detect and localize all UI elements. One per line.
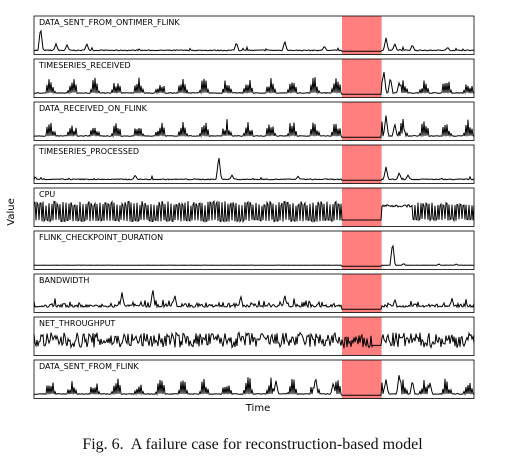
panel-title: DATA_RECEIVED_ON_FLINK (39, 104, 148, 113)
series-line (33, 115, 475, 139)
anomaly-region (342, 231, 382, 270)
panel-frame (33, 316, 475, 356)
series-line (33, 331, 475, 350)
series-line (33, 244, 475, 267)
panels-group: DATA_SENT_FROM_ONTIMER_FLINK TIMESERIES_R… (33, 15, 475, 399)
series-line (33, 200, 475, 224)
series-line (33, 29, 475, 52)
caption-label: Fig. 6. (82, 436, 124, 453)
panel-frame (33, 273, 475, 313)
panel-flink-checkpoint-duration: FLINK_CHECKPOINT_DURATION (33, 230, 475, 270)
panel-frame (33, 359, 475, 399)
multi-panel-timeseries-figure: Value Time DATA_SENT_FROM_ONTIMER_FLINK T… (6, 15, 475, 414)
series-line (33, 158, 475, 181)
panel-bandwidth: BANDWIDTH (33, 273, 475, 313)
anomaly-region (342, 59, 382, 98)
anomaly-region (342, 145, 382, 184)
series-line (34, 72, 475, 95)
panel-frame (33, 144, 475, 184)
panel-title: FLINK_CHECKPOINT_DURATION (39, 233, 163, 242)
panel-data-received-on-flink: DATA_RECEIVED_ON_FLINK (33, 101, 475, 141)
panel-title: TIMESERIES_PROCESSED (38, 147, 139, 156)
x-axis-label: Time (245, 403, 270, 414)
series-line (33, 290, 475, 310)
panel-frame (33, 187, 475, 227)
panel-frame (33, 58, 475, 98)
anomaly-region (342, 360, 382, 399)
anomaly-region (342, 102, 382, 141)
y-axis-label: Value (6, 198, 17, 225)
panel-title: DATA_SENT_FROM_FLINK (39, 362, 139, 371)
anomaly-region (342, 274, 382, 313)
caption-text: A failure case for reconstruction-based … (130, 436, 423, 453)
panel-title: NET_THROUGHPUT (39, 319, 115, 328)
series-line (33, 375, 475, 397)
panel-net-throughput: NET_THROUGHPUT (33, 316, 475, 356)
panel-data-sent-from-ontimer-flink: DATA_SENT_FROM_ONTIMER_FLINK (33, 15, 475, 55)
panel-title: CPU (39, 190, 55, 199)
anomaly-region (342, 16, 382, 55)
panel-data-sent-from-flink: DATA_SENT_FROM_FLINK (33, 359, 475, 399)
anomaly-region (342, 188, 382, 227)
panel-title: DATA_SENT_FROM_ONTIMER_FLINK (39, 18, 180, 27)
panel-frame (33, 15, 475, 55)
figure-caption: Fig. 6. A failure case for reconstructio… (0, 436, 505, 454)
panel-timeseries-received: TIMESERIES_RECEIVED (33, 58, 475, 98)
panel-frame (33, 101, 475, 141)
panel-cpu: CPU (33, 187, 475, 227)
panel-title: TIMESERIES_RECEIVED (38, 61, 131, 70)
panel-timeseries-processed: TIMESERIES_PROCESSED (33, 144, 475, 184)
panel-title: BANDWIDTH (39, 276, 89, 285)
panel-frame (33, 230, 475, 270)
